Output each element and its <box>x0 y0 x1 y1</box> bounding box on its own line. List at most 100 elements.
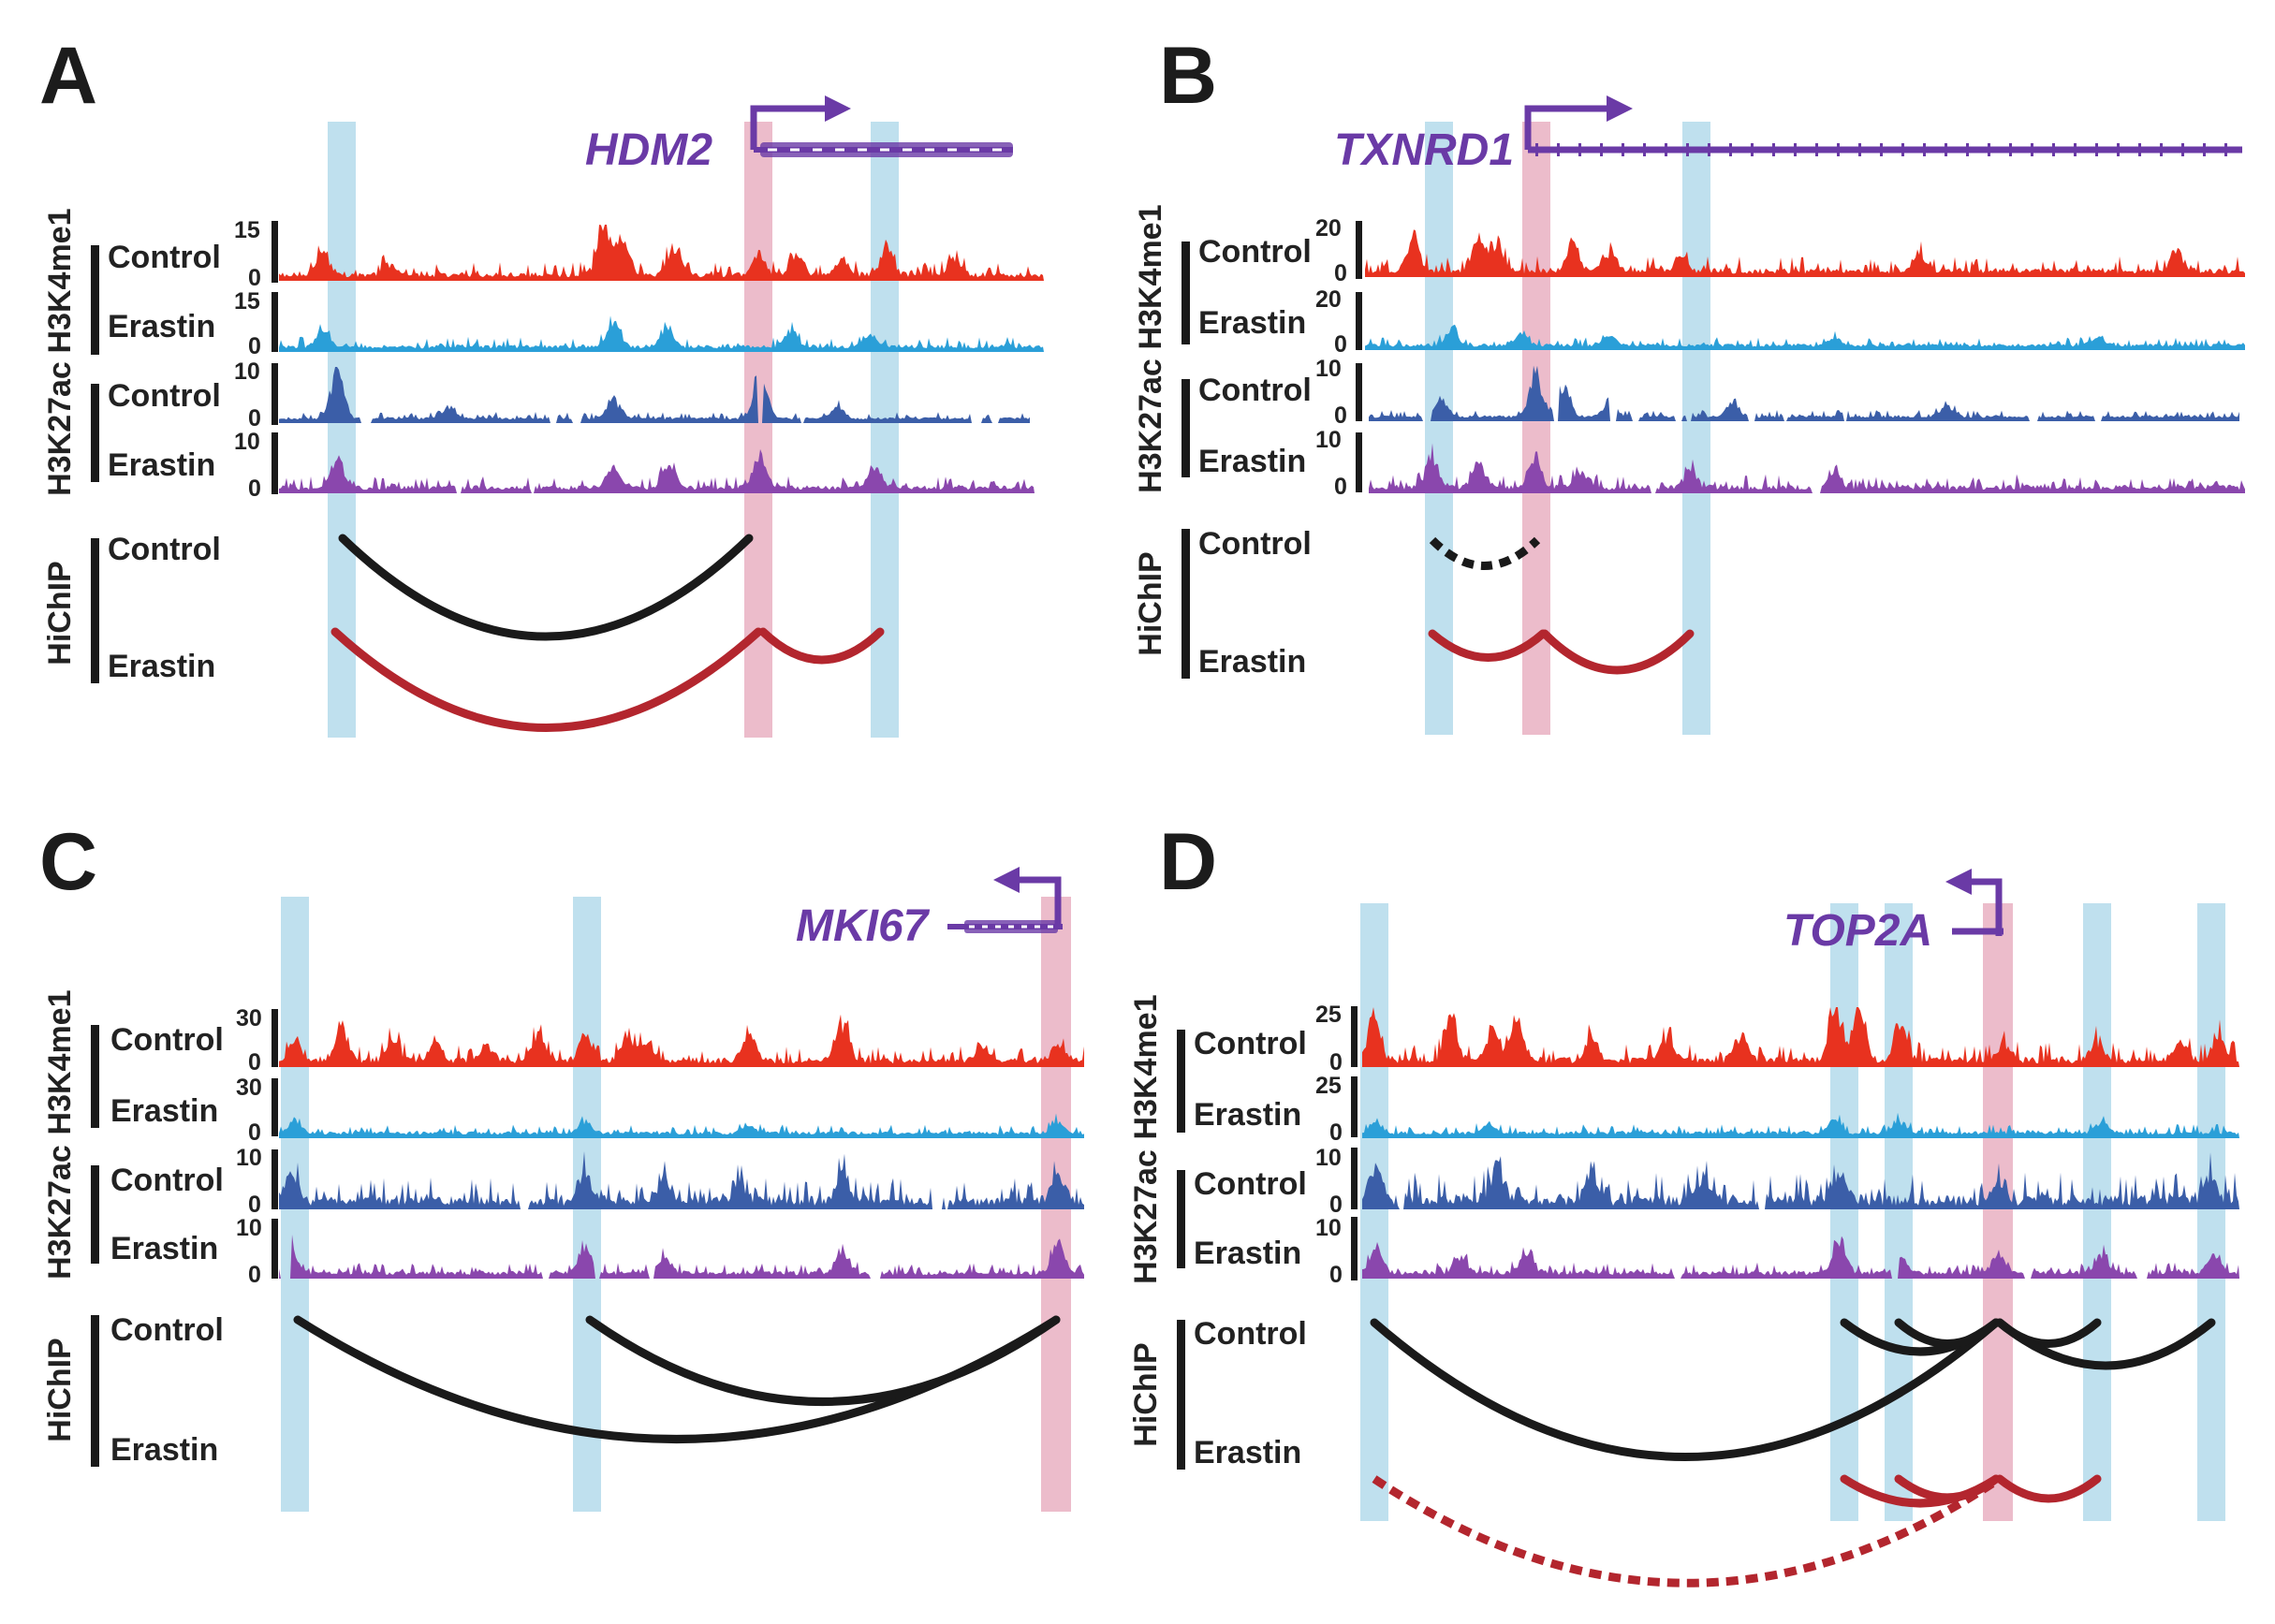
h3k4me1-control-track <box>1365 229 2245 277</box>
condition-label-erastin: Erastin <box>1194 1097 1301 1133</box>
svg-text:H3K27ac: H3K27ac <box>42 1145 78 1280</box>
scale-bar <box>1356 432 1362 492</box>
panel-label: A <box>39 31 97 121</box>
mark-h3k4me1: H3K4me1 <box>1133 205 1190 350</box>
scale-bar <box>272 1078 278 1136</box>
h3k27ac-erastin-track <box>279 448 1035 493</box>
tss-arrow <box>993 867 1062 927</box>
condition-label-control: Control <box>110 1312 224 1348</box>
scale-min: 0 <box>1334 402 1347 429</box>
h3k27ac-control-track <box>1362 1152 2239 1209</box>
gene-model <box>754 142 1013 157</box>
panel-b: B TXNRD1 H3K4me1 H3K27ac HiChIP Control … <box>1133 31 2245 735</box>
svg-text:HiChIP: HiChIP <box>1128 1342 1164 1446</box>
condition-label-erastin: Erastin <box>110 1231 218 1266</box>
svg-text:H3K27ac: H3K27ac <box>1133 358 1168 493</box>
hichip-loop-control <box>338 534 754 641</box>
condition-label-erastin: Erastin <box>1194 1236 1301 1271</box>
h3k4me1-erastin-track <box>1362 1112 2239 1138</box>
gene-label: HDM2 <box>585 125 712 175</box>
h3k4me1-erastin-track <box>279 1113 1084 1138</box>
scale-min: 0 <box>1334 474 1347 500</box>
mark-h3k27ac: H3K27ac <box>42 361 99 496</box>
svg-text:H3K4me1: H3K4me1 <box>42 990 78 1135</box>
scale-bar <box>1351 1076 1358 1137</box>
scale-max: 30 <box>236 1075 262 1101</box>
svg-text:H3K27ac: H3K27ac <box>1128 1149 1164 1284</box>
h3k4me1-control-track <box>1362 1007 2239 1067</box>
hichip-loop-erastin <box>1995 1474 2102 1503</box>
scale-max: 10 <box>1315 427 1342 453</box>
condition-label-control: Control <box>110 1022 224 1058</box>
h3k4me1-erastin-track <box>1365 324 2245 350</box>
scale-bar <box>1351 1148 1358 1209</box>
svg-text:H3K4me1: H3K4me1 <box>42 209 78 354</box>
h3k4me1-control-track <box>279 1014 1084 1067</box>
scale-bar <box>1356 292 1362 350</box>
hichip-loop-erastin <box>330 627 763 732</box>
enhancer-band <box>2083 903 2111 1521</box>
tss-arrow <box>750 95 851 150</box>
scale-min: 0 <box>248 405 261 432</box>
enhancer-band <box>1360 903 1388 1521</box>
scale-max: 15 <box>234 217 260 243</box>
h3k27ac-control-track <box>279 367 1030 423</box>
panel-a: A HDM2 H3K4me1 H3K27ac HiChIP Control Er… <box>39 31 1044 738</box>
h3k27ac-control-track <box>279 1151 1084 1209</box>
h3k27ac-control-track <box>1369 365 2239 421</box>
scale-bar <box>1351 1217 1358 1280</box>
scale-min: 0 <box>248 1192 261 1218</box>
scale-bar <box>272 363 278 425</box>
condition-label-erastin: Erastin <box>1198 444 1306 479</box>
condition-label-control: Control <box>108 378 221 414</box>
hichip-loop-erastin <box>1540 629 1695 675</box>
scale-min: 0 <box>1329 1049 1343 1075</box>
hichip-loop-control <box>1370 1318 2001 1461</box>
scale-max: 10 <box>236 1145 262 1171</box>
scale-min: 0 <box>1334 331 1347 358</box>
condition-label-control: Control <box>1194 1316 1307 1352</box>
enhancer-band <box>1885 903 1913 1521</box>
panel-label: B <box>1159 31 1217 121</box>
svg-text:H3K27ac: H3K27ac <box>42 361 78 496</box>
scale-min: 0 <box>248 1049 261 1075</box>
scale-bar <box>272 1219 278 1279</box>
panel-label: D <box>1159 817 1217 907</box>
svg-text:HiChIP: HiChIP <box>1133 551 1168 655</box>
scale-min: 0 <box>1329 1119 1343 1146</box>
enhancer-band <box>2197 903 2225 1521</box>
condition-label-control: Control <box>110 1163 224 1198</box>
condition-label-erastin: Erastin <box>110 1432 218 1468</box>
scale-max: 10 <box>234 429 260 455</box>
condition-label-erastin: Erastin <box>1198 305 1306 341</box>
scale-bar <box>272 221 278 283</box>
scale-bar <box>272 1149 278 1209</box>
scale-max: 10 <box>1315 1215 1342 1241</box>
mark-hichip: HiChIP <box>42 538 99 683</box>
condition-label-control: Control <box>108 532 221 567</box>
condition-label-control: Control <box>1194 1166 1307 1202</box>
h3k4me1-erastin-track <box>279 315 1044 352</box>
scale-max: 20 <box>1315 215 1342 241</box>
hichip-loop-control <box>585 1315 1061 1406</box>
mark-h3k27ac: H3K27ac <box>1128 1149 1185 1284</box>
scale-max: 30 <box>236 1005 262 1031</box>
hichip-loop-erastin <box>758 627 885 665</box>
h3k4me1-control-track <box>279 225 1044 281</box>
scale-max: 10 <box>236 1215 262 1241</box>
scale-min: 0 <box>1329 1192 1343 1218</box>
mark-hichip: HiChIP <box>1128 1320 1185 1470</box>
scale-max: 10 <box>1315 1145 1342 1171</box>
scale-bar <box>1356 221 1362 279</box>
mark-h3k4me1: H3K4me1 <box>42 209 99 355</box>
scale-min: 0 <box>248 475 261 502</box>
hichip-loop-erastin-dashed <box>1372 1475 1995 1587</box>
condition-label-control: Control <box>108 240 221 275</box>
mark-hichip: HiChIP <box>1133 529 1190 679</box>
gene-label: TXNRD1 <box>1334 125 1514 175</box>
scale-min: 0 <box>248 333 261 359</box>
gene-model <box>1952 922 2003 936</box>
scale-max: 25 <box>1315 1002 1342 1028</box>
scale-min: 0 <box>1329 1262 1343 1288</box>
svg-text:H3K4me1: H3K4me1 <box>1133 205 1168 350</box>
